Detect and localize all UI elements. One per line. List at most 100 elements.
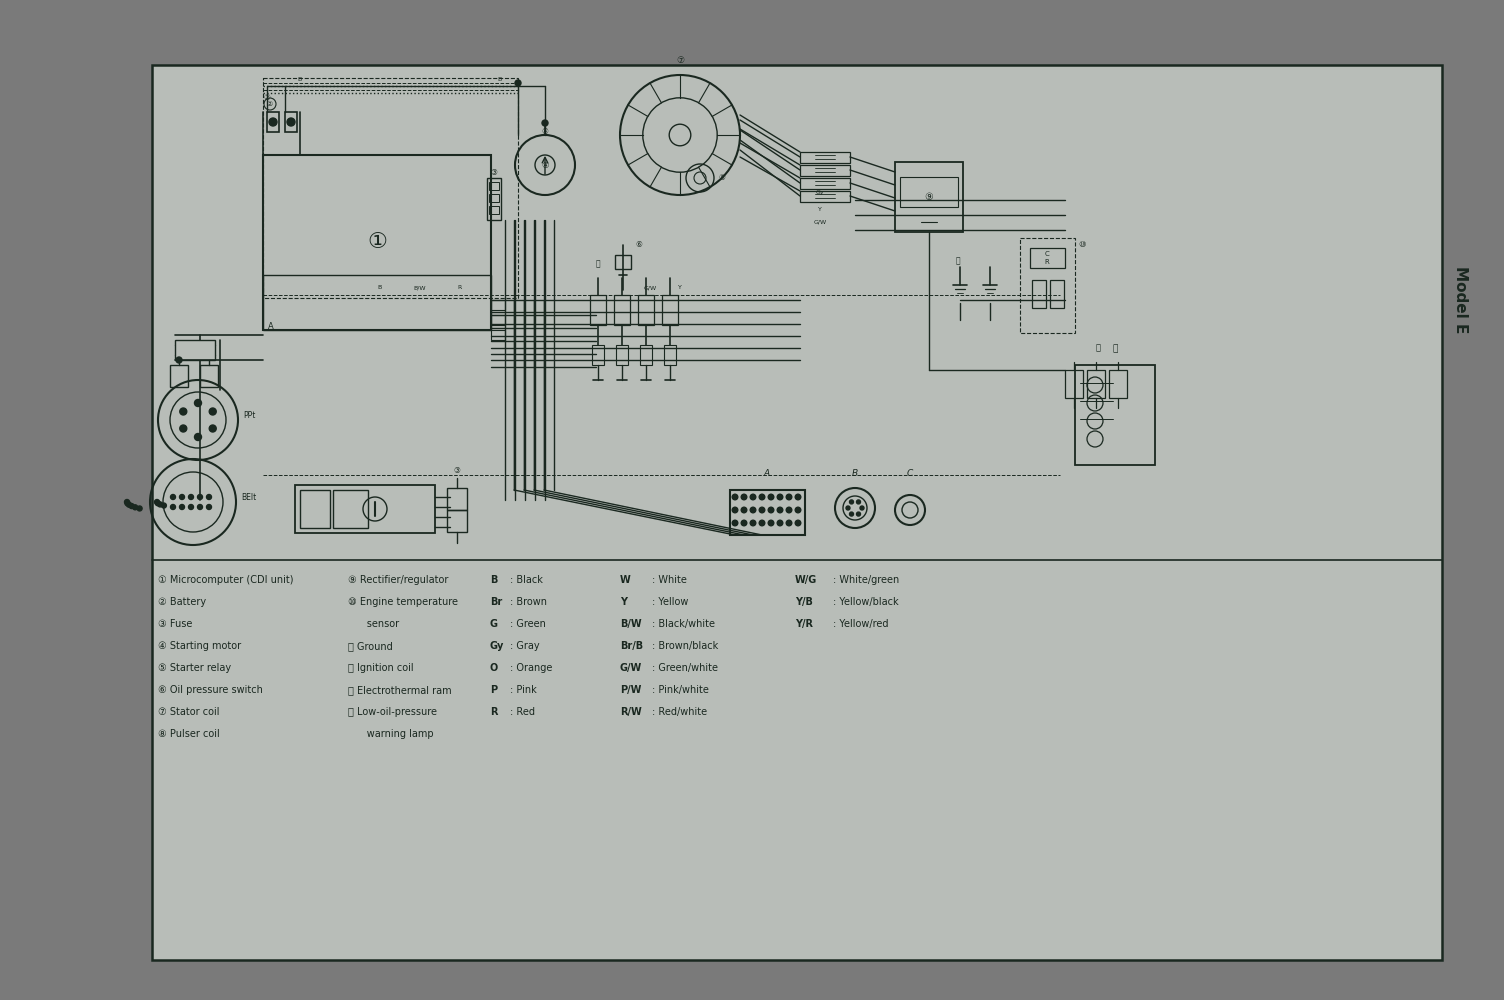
Text: ⑥: ⑥ xyxy=(635,240,642,249)
Circle shape xyxy=(176,357,182,363)
Bar xyxy=(800,191,850,202)
Bar xyxy=(489,206,499,214)
Text: : Gray: : Gray xyxy=(510,641,540,651)
Text: R: R xyxy=(457,285,462,290)
Text: C: C xyxy=(907,469,913,478)
Circle shape xyxy=(769,507,773,513)
Text: ⑦: ⑦ xyxy=(675,56,684,65)
Circle shape xyxy=(194,399,202,406)
Circle shape xyxy=(787,507,791,513)
Circle shape xyxy=(850,512,853,516)
Bar xyxy=(487,178,501,220)
Text: : Black/white: : Black/white xyxy=(653,619,714,629)
Bar xyxy=(662,295,678,325)
Circle shape xyxy=(760,520,766,526)
Bar xyxy=(152,65,1442,960)
Bar xyxy=(447,488,468,510)
Text: : Yellow/red: : Yellow/red xyxy=(833,619,889,629)
Bar xyxy=(490,330,505,340)
Bar xyxy=(263,275,490,330)
Text: Gy: Gy xyxy=(815,190,824,195)
Circle shape xyxy=(180,425,186,432)
Bar xyxy=(614,295,630,325)
Text: ⑥ Oil pressure switch: ⑥ Oil pressure switch xyxy=(158,685,263,695)
Text: : Orange: : Orange xyxy=(510,663,552,673)
Circle shape xyxy=(732,507,738,513)
Circle shape xyxy=(188,504,194,510)
Text: : Yellow/black: : Yellow/black xyxy=(833,597,898,607)
Text: Br/B: Br/B xyxy=(620,641,644,651)
Text: ④: ④ xyxy=(541,160,549,169)
Text: Y/R: Y/R xyxy=(796,619,814,629)
Bar xyxy=(1108,370,1126,398)
Text: ⑪ Ground: ⑪ Ground xyxy=(347,641,393,651)
Bar xyxy=(663,345,675,365)
Text: Y: Y xyxy=(818,207,823,212)
Circle shape xyxy=(796,520,800,526)
Bar xyxy=(489,194,499,202)
Circle shape xyxy=(269,118,277,126)
Circle shape xyxy=(787,494,791,500)
Bar xyxy=(895,162,963,232)
Circle shape xyxy=(209,425,217,432)
Bar xyxy=(638,295,654,325)
Bar xyxy=(1020,238,1075,333)
Text: ⑩ Engine temperature: ⑩ Engine temperature xyxy=(347,597,459,607)
Text: R: R xyxy=(490,707,498,717)
Text: : Red/white: : Red/white xyxy=(653,707,707,717)
Bar xyxy=(1030,248,1065,268)
Circle shape xyxy=(760,507,766,513)
Circle shape xyxy=(155,501,161,506)
Text: : Brown/black: : Brown/black xyxy=(653,641,719,651)
Text: Y: Y xyxy=(678,285,681,290)
Circle shape xyxy=(125,501,129,506)
Circle shape xyxy=(209,408,217,415)
Text: : White: : White xyxy=(653,575,687,585)
Bar xyxy=(200,365,218,387)
Text: ③: ③ xyxy=(490,168,498,177)
Text: Model E: Model E xyxy=(1453,266,1468,334)
Bar xyxy=(617,345,629,365)
Text: : Black: : Black xyxy=(510,575,543,585)
Text: ⑦ Stator coil: ⑦ Stator coil xyxy=(158,707,220,717)
Circle shape xyxy=(197,504,203,510)
Circle shape xyxy=(197,494,203,499)
Circle shape xyxy=(170,504,176,510)
Circle shape xyxy=(125,499,129,504)
Text: ② Battery: ② Battery xyxy=(158,597,206,607)
Text: ③: ③ xyxy=(191,346,199,355)
Bar xyxy=(268,112,280,132)
Circle shape xyxy=(769,494,773,500)
Text: : Pink: : Pink xyxy=(510,685,537,695)
Circle shape xyxy=(126,502,131,507)
Text: Y: Y xyxy=(620,597,627,607)
Text: Br: Br xyxy=(490,597,502,607)
Circle shape xyxy=(750,520,757,526)
Text: ⑤ Starter relay: ⑤ Starter relay xyxy=(158,663,232,673)
Bar xyxy=(263,78,517,298)
Circle shape xyxy=(188,494,194,499)
Circle shape xyxy=(856,512,860,516)
Text: O: O xyxy=(490,663,498,673)
Text: : White/green: : White/green xyxy=(833,575,899,585)
Circle shape xyxy=(860,506,863,510)
Circle shape xyxy=(750,507,757,513)
Text: : Green/white: : Green/white xyxy=(653,663,717,673)
Circle shape xyxy=(741,520,747,526)
Bar xyxy=(447,510,468,532)
Bar xyxy=(899,177,958,207)
Text: ②: ② xyxy=(266,101,274,107)
Bar xyxy=(1075,365,1155,465)
Text: : Pink/white: : Pink/white xyxy=(653,685,708,695)
Circle shape xyxy=(750,494,757,500)
Circle shape xyxy=(741,507,747,513)
Circle shape xyxy=(778,507,782,513)
Text: ⑩: ⑩ xyxy=(1078,240,1086,249)
Text: G: G xyxy=(490,619,498,629)
Circle shape xyxy=(161,503,167,508)
Circle shape xyxy=(741,494,747,500)
Bar xyxy=(800,152,850,163)
Bar xyxy=(1087,370,1105,398)
Bar xyxy=(174,340,215,360)
Bar xyxy=(641,345,653,365)
